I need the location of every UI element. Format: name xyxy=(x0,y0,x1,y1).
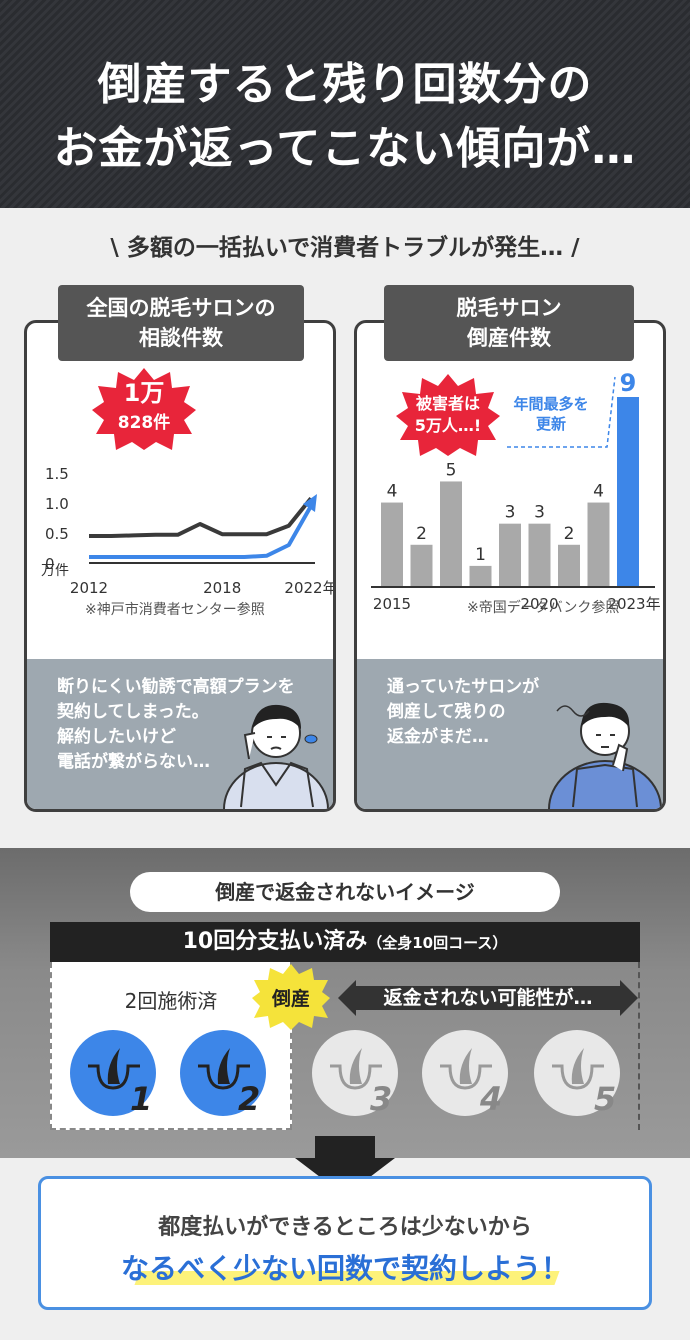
consultation-title-line1: 全国の脱毛サロンの xyxy=(86,296,276,320)
talk-right-line3: 返金がまだ… xyxy=(387,727,489,747)
talk-right-line2: 倒産して残りの xyxy=(387,702,506,722)
header: 倒産すると残り回数分の お金が返ってこない傾向が… xyxy=(0,0,690,208)
consultation-card-title: 全国の脱毛サロンの 相談件数 xyxy=(58,285,304,361)
record-note-line1: 年間最多を xyxy=(513,395,589,413)
header-title-line1: 倒産すると残り回数分の xyxy=(97,59,593,110)
burst-shape xyxy=(92,368,196,450)
badge-value-sub: 828件 xyxy=(117,413,171,433)
talk-right-line1: 通っていたサロンが xyxy=(387,677,540,697)
x-tick-label: 2018 xyxy=(203,579,241,597)
talk-text-left: 断りにくい勧誘で高額プランを 契約してしまった。 解約したいけど 電話が繋がらな… xyxy=(57,675,295,775)
bar-2018 xyxy=(469,565,492,587)
series-line-1 xyxy=(89,496,313,538)
session-number-3: 3 xyxy=(370,1080,393,1118)
x-tick-label: 2012 xyxy=(70,579,108,597)
conclusion-line1: 都度払いができるところは少ないから xyxy=(158,1215,532,1240)
y-unit-label: 万件 xyxy=(41,563,69,579)
bar-value-label: 5 xyxy=(446,460,457,480)
badge-value-main: 1万 xyxy=(123,379,165,407)
bankruptcy-source: ※帝国データバンク参照 xyxy=(467,600,620,616)
bankruptcy-stamp: 倒産 xyxy=(252,964,330,1030)
talk-left-line2: 契約してしまった。 xyxy=(57,702,209,722)
victims-badge-line1: 被害者は xyxy=(415,394,480,413)
bar-2020 xyxy=(528,523,551,587)
consultation-title-line2: 相談件数 xyxy=(139,326,223,350)
y-tick-label: 0 xyxy=(45,555,55,573)
paid-bar: 10回分支払い済み（全身10回コース） xyxy=(50,922,640,962)
talk-left-line1: 断りにくい勧誘で高額プランを xyxy=(57,677,295,697)
bar-x-tick-label: 2015 xyxy=(373,595,411,613)
session-number-5: 5 xyxy=(594,1080,617,1118)
bar-2017 xyxy=(440,481,462,587)
talk-box-right: 通っていたサロンが 倒産して残りの 返金がまだ… xyxy=(357,659,663,809)
bar-2015 xyxy=(381,502,403,587)
no-refund-text: 返金されない可能性が… xyxy=(383,987,593,1009)
bar-x-tick-label: 2023年 xyxy=(607,595,660,613)
no-refund-arrow xyxy=(338,980,638,1016)
victims-badge: 被害者は 5万人…! xyxy=(396,374,500,456)
worried-man-illustration-left xyxy=(223,704,329,809)
y-tick-label: 1.5 xyxy=(45,465,69,483)
x-tick-label: 2022年 xyxy=(284,579,336,597)
session-number-2: 2 xyxy=(238,1080,261,1118)
worried-man-illustration-right xyxy=(548,702,662,809)
header-title-line2: お金が返ってこない傾向が… xyxy=(53,123,637,174)
talk-left-line4: 電話が繋がらない… xyxy=(57,752,210,772)
bar-2016 xyxy=(410,544,433,587)
record-note-line2: 更新 xyxy=(535,415,566,433)
bar-2019 xyxy=(499,523,521,587)
bankruptcy-card-title: 脱毛サロン 倒産件数 xyxy=(384,285,634,361)
bar-value-label: 2 xyxy=(416,524,427,544)
bar-value-label: 3 xyxy=(505,503,516,523)
session-number-4: 4 xyxy=(480,1080,503,1118)
talk-text-right: 通っていたサロンが 倒産して残りの 返金がまだ… xyxy=(387,675,539,750)
section-subtitle: \ 多額の一括払いで消費者トラブルが発生… / xyxy=(110,235,580,261)
bar-value-label: 4 xyxy=(387,482,398,502)
stamp-text: 倒産 xyxy=(271,988,310,1010)
y-tick-label: 0.5 xyxy=(45,525,69,543)
bar-value-label: 3 xyxy=(534,503,545,523)
image-section-title: 倒産で返金されないイメージ xyxy=(130,872,560,912)
paid-bar-sub: （全身10回コース） xyxy=(367,934,508,952)
bankruptcy-title-line2: 倒産件数 xyxy=(467,326,551,350)
bar-2021 xyxy=(558,544,580,587)
consultation-source: ※神戸市消費者センター参照 xyxy=(85,602,265,618)
conclusion-line2: なるべく少ない回数で契約しよう！ xyxy=(120,1252,569,1285)
done-label: 2回施術済 xyxy=(124,989,218,1013)
consultation-badge: 1万 828件 xyxy=(92,368,196,450)
stamp-burst xyxy=(252,964,330,1030)
bar-x-tick-label: 2020 xyxy=(520,595,558,613)
trend-arrowhead xyxy=(303,494,317,512)
burst-shape-right xyxy=(396,374,500,456)
bar-value-label: 2 xyxy=(564,524,575,544)
bar-value-label: 9 xyxy=(620,369,637,397)
bar-value-label: 4 xyxy=(593,482,604,502)
bar-2023 xyxy=(617,397,639,587)
bankruptcy-card: 4 2 5 1 3 3 2 4 9 2015 2020 2023年 ※帝国データバンク参照 通っていた… xyxy=(354,320,666,812)
hair-follicle-icons xyxy=(88,1048,604,1090)
series-line-2 xyxy=(89,505,313,559)
conclusion-box: 都度払いができるところは少ないから なるべく少ない回数で契約しよう！ xyxy=(38,1176,652,1310)
down-arrow-icon xyxy=(295,1136,395,1196)
y-tick-label: 1.0 xyxy=(45,495,69,513)
record-note: 年間最多を 更新 xyxy=(505,394,597,434)
session-number-1: 1 xyxy=(130,1080,153,1118)
bar-value-label: 1 xyxy=(475,545,486,565)
victims-badge-line2: 5万人…! xyxy=(414,416,482,435)
record-leader-line xyxy=(507,376,616,448)
bankruptcy-title-line1: 脱毛サロン xyxy=(456,296,562,320)
talk-box-left: 断りにくい勧誘で高額プランを 契約してしまった。 解約したいけど 電話が繋がらな… xyxy=(27,659,333,809)
bar-2022 xyxy=(587,502,610,587)
paid-bar-main: 10回分支払い済み xyxy=(182,929,368,954)
talk-left-line3: 解約したいけど xyxy=(57,727,176,747)
